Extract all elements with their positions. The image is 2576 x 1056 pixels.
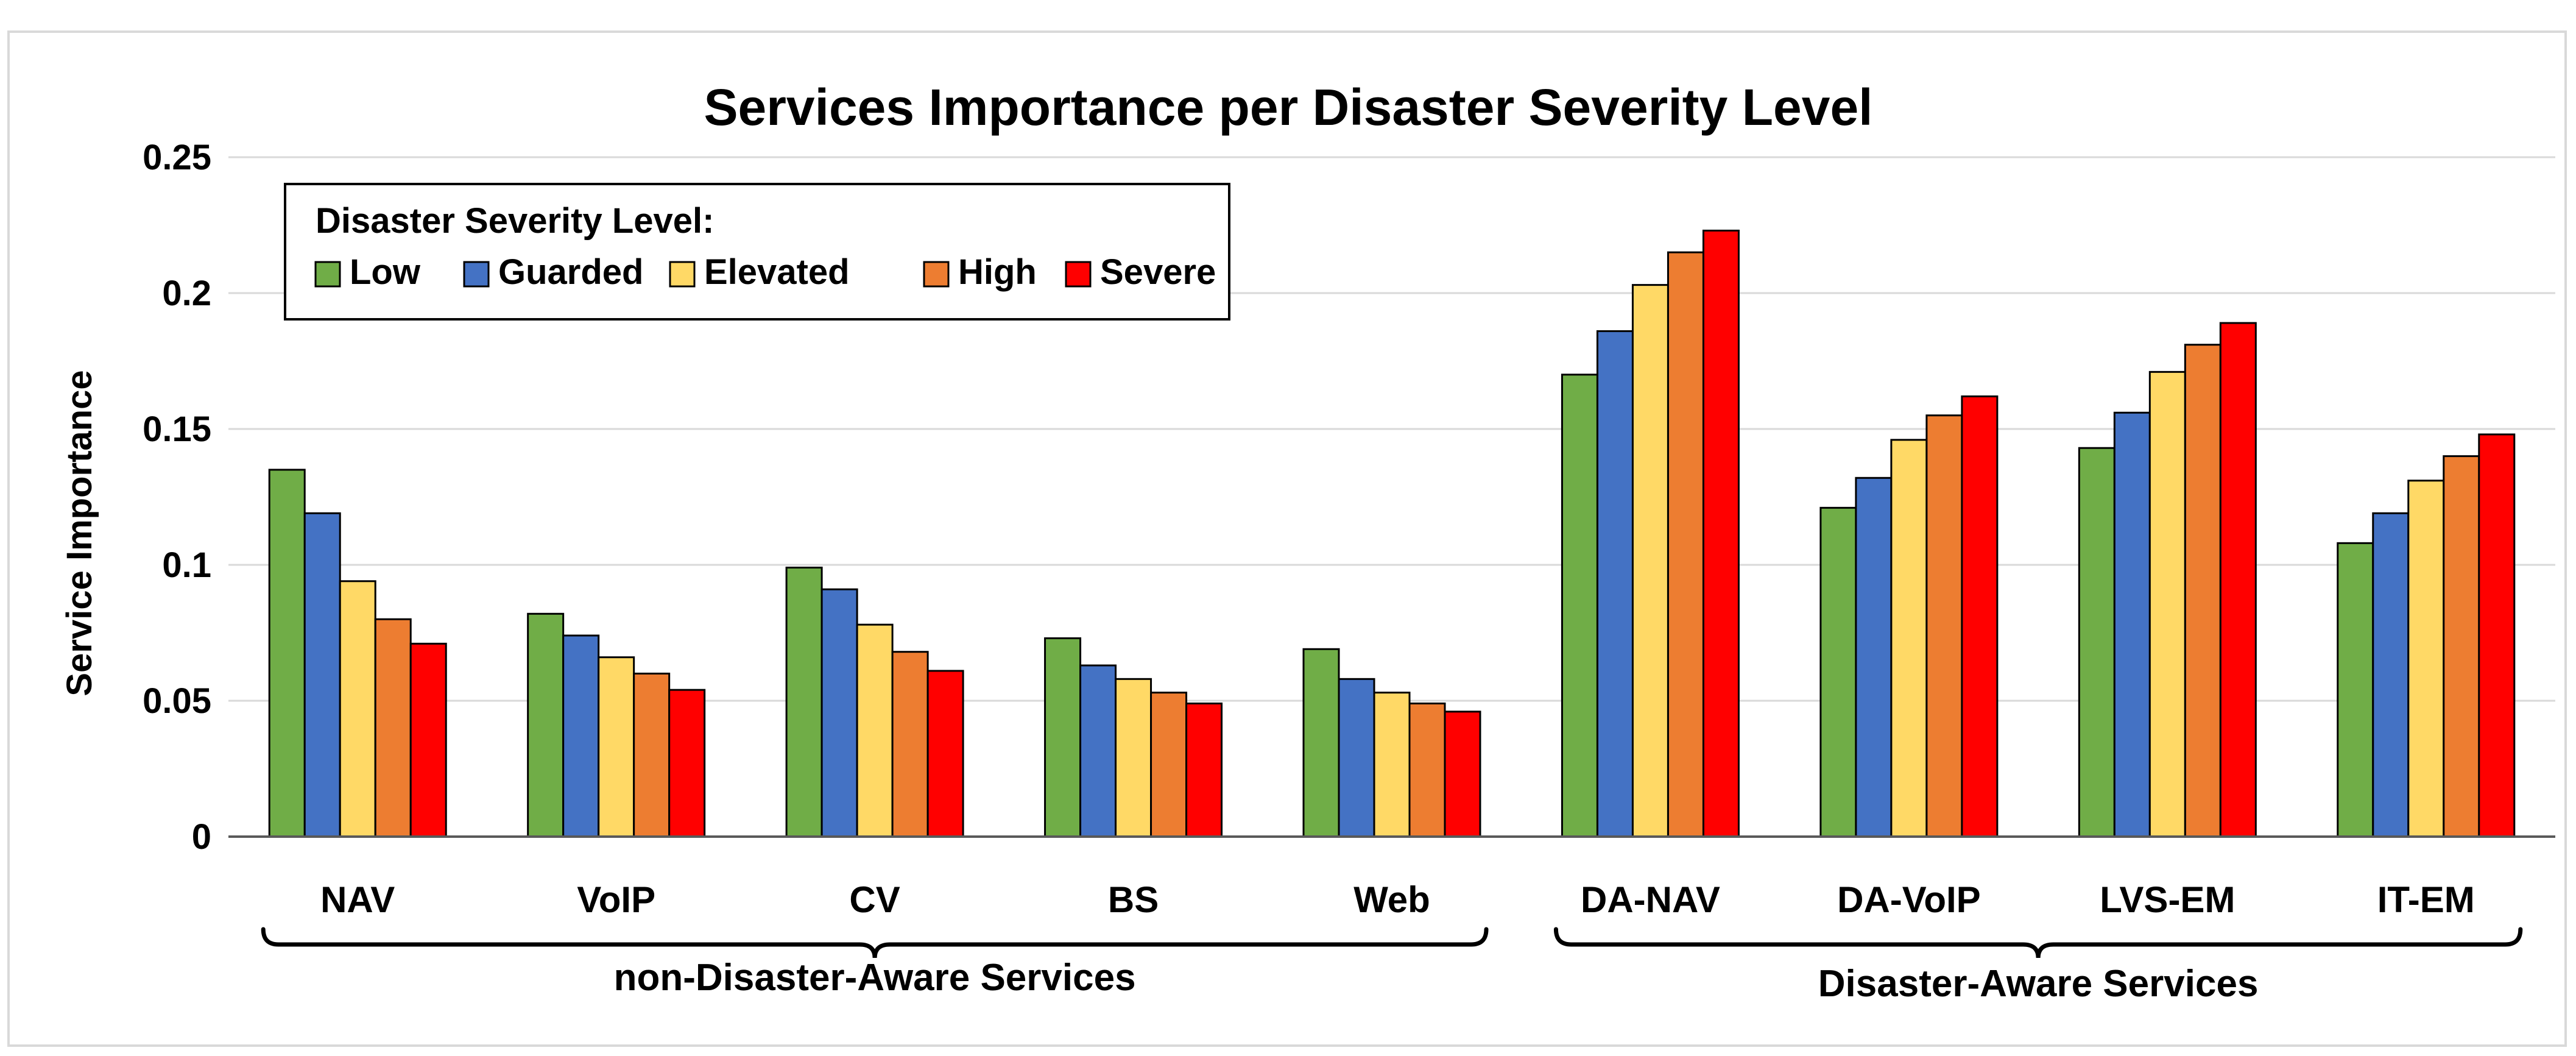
group-label: Disaster-Aware Services	[1818, 963, 2259, 1005]
bar-it-em-low	[2337, 542, 2374, 838]
y-tick-label: 0.2	[162, 274, 211, 313]
legend-swatch-severe	[1065, 261, 1092, 288]
legend-swatch-guarded	[463, 261, 490, 288]
legend-entries: Low Guarded Elevated High Severe	[314, 252, 1216, 292]
bar-lvs-em-low	[2078, 447, 2115, 838]
bar-nav-low	[268, 469, 306, 838]
bar-it-em-severe	[2478, 433, 2516, 838]
group-brace	[1553, 927, 2523, 959]
bar-web-guarded	[1338, 678, 1375, 838]
bar-voip-elevated	[598, 656, 635, 838]
legend-title: Disaster Severity Level:	[316, 201, 714, 241]
group-braces: non-Disaster-Aware Services Disaster-Awar…	[261, 927, 2523, 1005]
x-category-label: LVS-EM	[2100, 879, 2235, 920]
bar-da-nav-elevated	[1631, 284, 1669, 838]
bar-web-elevated	[1373, 692, 1411, 838]
legend-label-guarded: Guarded	[498, 252, 644, 292]
bar-da-nav-low	[1561, 374, 1598, 838]
y-tick-label: 0.05	[143, 681, 211, 721]
bar-bs-elevated	[1115, 678, 1152, 838]
legend-swatch-low	[314, 261, 341, 288]
bar-lvs-em-elevated	[2148, 370, 2186, 838]
legend-label-high: High	[958, 252, 1037, 292]
bar-web-severe	[1444, 710, 1481, 838]
x-category-label: IT-EM	[2377, 879, 2475, 920]
bar-web-low	[1302, 648, 1340, 838]
bar-cv-guarded	[820, 588, 858, 838]
legend-swatch-elevated	[669, 261, 696, 288]
x-category-label: DA-NAV	[1581, 879, 1720, 920]
bar-nav-high	[374, 618, 412, 838]
x-category-label: CV	[849, 879, 900, 920]
bar-bs-guarded	[1079, 664, 1117, 838]
bar-da-voip-low	[1819, 506, 1857, 838]
y-axis-label: Service Importance	[60, 370, 99, 696]
bar-voip-low	[527, 612, 565, 838]
bar-da-voip-high	[1925, 414, 1963, 838]
bars	[268, 229, 2516, 838]
x-category-labels: NAV VoIP CV BS Web DA-NAV DA-VoIP LVS-EM IT-EM	[320, 879, 2475, 920]
bar-voip-high	[633, 672, 671, 838]
bar-cv-elevated	[856, 623, 894, 838]
bar-cv-low	[785, 566, 823, 838]
legend-label-low: Low	[350, 252, 421, 292]
bar-web-high	[1408, 702, 1446, 838]
x-category-label: BS	[1108, 879, 1159, 920]
bar-bs-severe	[1185, 702, 1223, 838]
bar-lvs-em-guarded	[2113, 411, 2151, 838]
legend: Disaster Severity Level: Low Guarded Eleva…	[284, 183, 1230, 321]
bar-da-voip-guarded	[1855, 477, 1893, 838]
legend-box	[284, 183, 1230, 321]
x-category-label: NAV	[320, 879, 395, 920]
x-category-label: DA-VoIP	[1837, 879, 1981, 920]
bar-voip-guarded	[562, 634, 600, 838]
legend-label-severe: Severe	[1100, 252, 1216, 292]
bar-it-em-high	[2443, 455, 2480, 838]
group-brace	[261, 927, 1489, 959]
bar-cv-high	[891, 651, 929, 838]
group-label: non-Disaster-Aware Services	[614, 957, 1136, 999]
bar-nav-elevated	[339, 580, 376, 838]
legend-label-elevated: Elevated	[704, 252, 850, 292]
y-tick-label: 0	[192, 817, 211, 857]
bar-cv-severe	[926, 670, 964, 838]
bar-da-voip-severe	[1961, 395, 1999, 838]
bar-it-em-elevated	[2407, 480, 2445, 838]
x-category-label: Web	[1353, 879, 1430, 920]
bar-da-nav-severe	[1702, 229, 1740, 838]
bar-bs-low	[1044, 637, 1082, 838]
y-tick-labels: 0 0.05 0.1 0.15 0.2 0.25	[143, 138, 211, 857]
bar-it-em-guarded	[2372, 512, 2410, 838]
x-category-label: VoIP	[577, 879, 655, 920]
bar-da-nav-high	[1667, 251, 1704, 838]
bar-bs-high	[1150, 692, 1188, 838]
chart-title: Services Importance per Disaster Severit…	[704, 79, 1872, 136]
y-tick-label: 0.25	[143, 138, 211, 177]
bar-lvs-em-severe	[2219, 322, 2257, 838]
bar-nav-guarded	[303, 512, 341, 838]
y-tick-label: 0.1	[162, 545, 211, 585]
bar-da-nav-guarded	[1596, 330, 1634, 838]
bar-lvs-em-high	[2184, 344, 2221, 838]
bar-da-voip-elevated	[1890, 439, 1928, 838]
bar-nav-severe	[409, 642, 447, 838]
y-tick-label: 0.15	[143, 409, 211, 449]
bar-voip-severe	[668, 689, 706, 838]
legend-swatch-high	[923, 261, 950, 288]
